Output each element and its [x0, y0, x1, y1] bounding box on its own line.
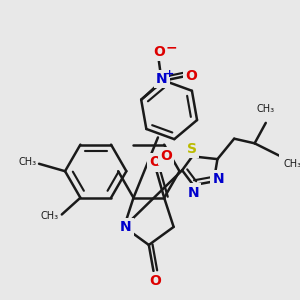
Text: S: S — [188, 142, 197, 156]
Text: CH₃: CH₃ — [284, 159, 300, 169]
Text: O: O — [185, 70, 197, 83]
Text: CH₃: CH₃ — [18, 157, 36, 167]
Text: O: O — [153, 45, 165, 59]
Text: CH₃: CH₃ — [41, 211, 59, 221]
Text: N: N — [156, 72, 167, 86]
Text: O: O — [149, 155, 161, 170]
Text: −: − — [165, 41, 177, 55]
Text: +: + — [165, 69, 175, 79]
Text: N: N — [188, 186, 199, 200]
Text: N: N — [120, 220, 132, 234]
Text: O: O — [160, 149, 172, 163]
Text: O: O — [149, 274, 161, 288]
Text: CH₃: CH₃ — [257, 103, 275, 114]
Text: N: N — [213, 172, 224, 186]
